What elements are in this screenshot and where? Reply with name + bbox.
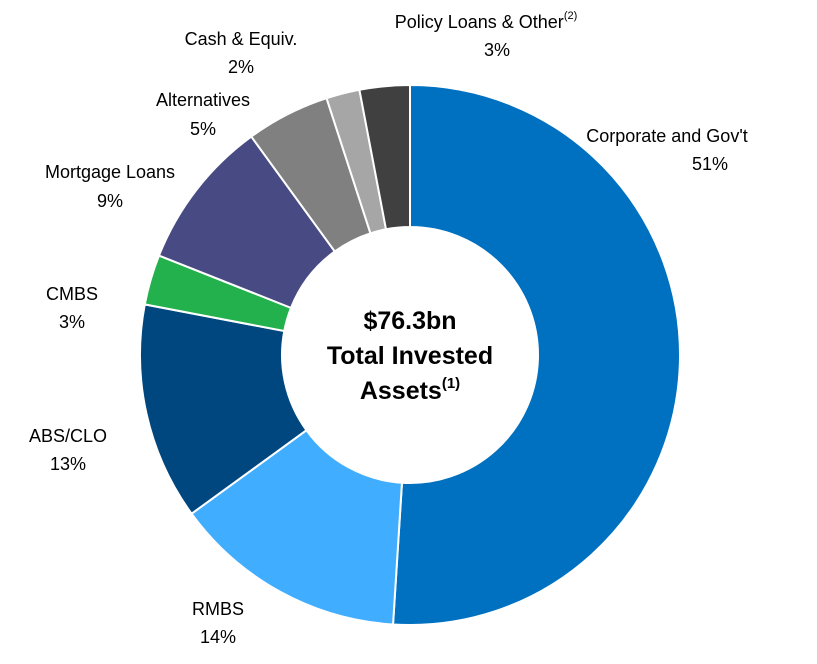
category-name: CMBS: [46, 284, 98, 304]
slice-label: Policy Loans & Other(2): [395, 10, 578, 32]
value-label: 51%: [692, 154, 728, 174]
donut-slice: [190, 428, 404, 626]
center-text: $76.3bn: [363, 307, 456, 335]
category-name: Policy Loans & Other: [395, 12, 564, 32]
category-name: Cash & Equiv.: [185, 29, 298, 49]
slice-label: Mortgage Loans: [45, 162, 175, 182]
value-label: 14%: [200, 627, 236, 647]
slice-label: Cash & Equiv.: [185, 29, 298, 49]
slice-label: Corporate and Gov't: [586, 126, 748, 146]
category-name: Mortgage Loans: [45, 162, 175, 182]
center-text: Assets(1): [360, 375, 460, 405]
footnote-marker: (2): [564, 10, 577, 22]
category-name: RMBS: [192, 599, 244, 619]
value-label: 9%: [97, 191, 123, 211]
value-label: 3%: [484, 40, 510, 60]
center-line: $76.3bn: [363, 307, 456, 335]
center-line: Assets: [360, 377, 442, 405]
donut-slice: [358, 83, 411, 231]
category-name: Alternatives: [156, 90, 250, 110]
value-label: 2%: [228, 57, 254, 77]
value-label: 3%: [59, 312, 85, 332]
slice-label: RMBS: [192, 599, 244, 619]
value-label: 5%: [190, 119, 216, 139]
footnote-marker: (1): [442, 375, 460, 392]
donut-slice: [139, 303, 308, 516]
center-text: Total Invested: [327, 342, 493, 370]
slice-label: Alternatives: [156, 90, 250, 110]
slice-label: ABS/CLO: [29, 426, 107, 446]
value-label: 13%: [50, 454, 86, 474]
category-name: ABS/CLO: [29, 426, 107, 446]
center-line: Total Invested: [327, 342, 493, 370]
category-name: Corporate and Gov't: [586, 126, 748, 146]
donut-slice: [391, 83, 681, 626]
slice-label: CMBS: [46, 284, 98, 304]
